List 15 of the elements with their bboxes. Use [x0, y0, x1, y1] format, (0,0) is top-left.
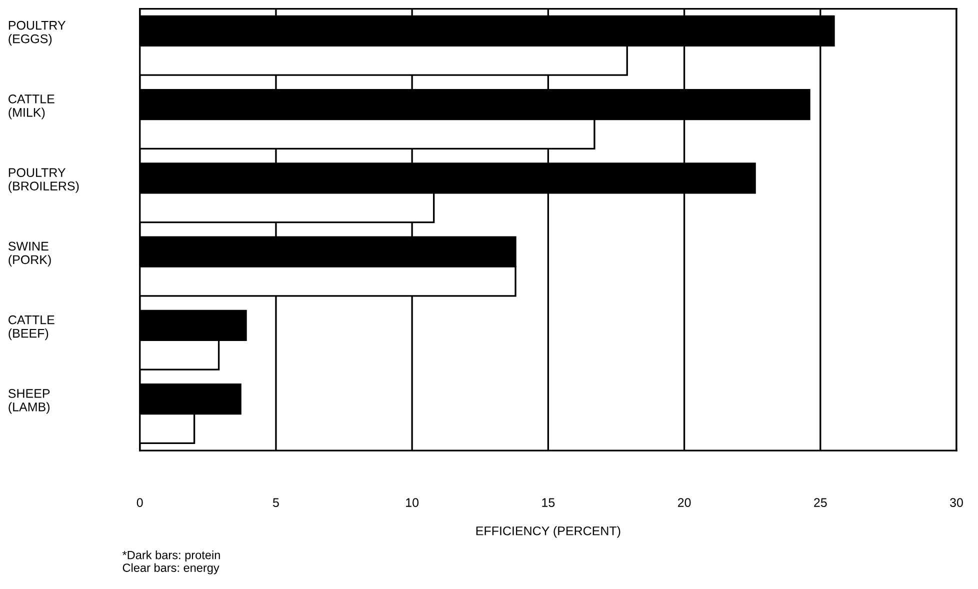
x-tick-label: 10 — [406, 498, 419, 507]
x-tick-label: 30 — [950, 498, 963, 507]
y-tick-label: CATTLE (MILK) — [8, 94, 54, 120]
y-tick-label: CATTLE (BEEF) — [8, 315, 54, 340]
x-tick-label: 5 — [272, 498, 279, 507]
x-tick-label: 25 — [814, 498, 827, 507]
y-tick-label: SHEEP (LAMB) — [8, 389, 50, 414]
y-tick-label: POULTRY (EGGS) — [8, 20, 66, 46]
y-tick-label: SWINE (PORK) — [8, 242, 51, 267]
x-tick-label: 15 — [542, 498, 555, 507]
x-axis-title: EFFICIENCY (PERCENT) — [476, 526, 620, 538]
text: *Dark bars: protein Clear bars: energy — [122, 550, 220, 574]
y-tick-label: POULTRY (BROILERS) — [8, 168, 79, 193]
x-tick-label: 20 — [678, 498, 691, 507]
x-tick-label: 0 — [136, 498, 143, 507]
